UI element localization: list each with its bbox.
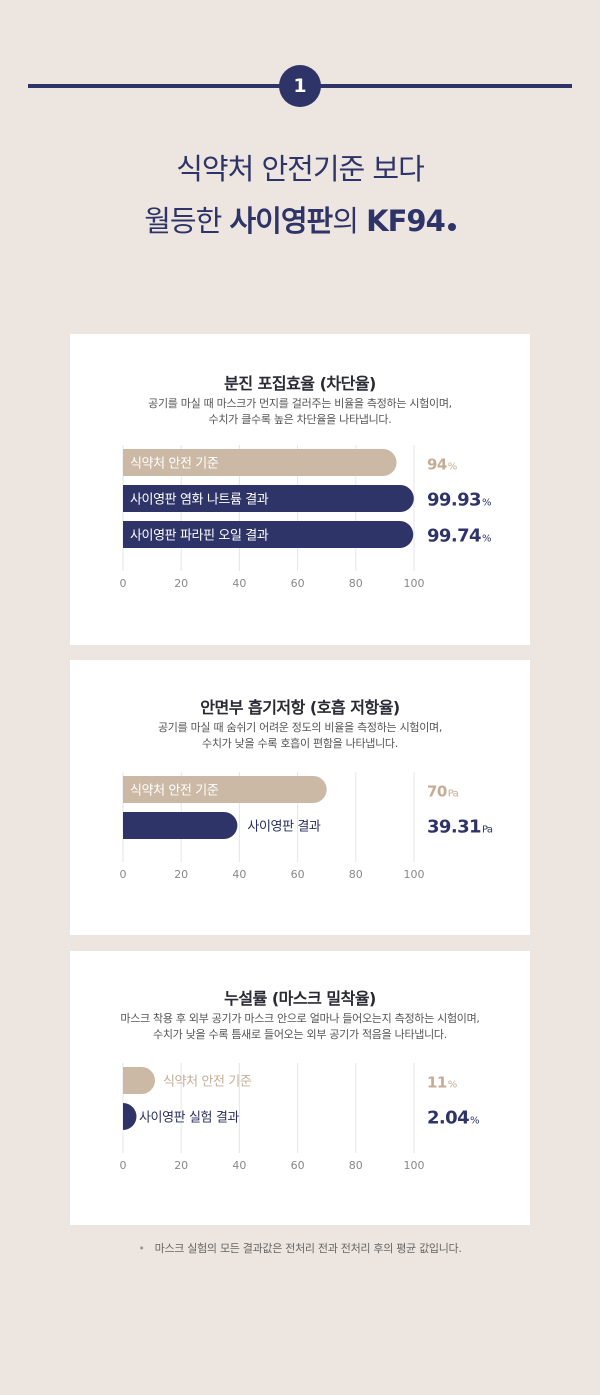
bar-label: 사이영판 실험 결과 xyxy=(139,1111,239,1126)
footnote-bullet: • xyxy=(138,1242,145,1255)
value-number: 2.04 xyxy=(427,1108,469,1129)
value-label: 11% xyxy=(427,1074,457,1092)
headline-brand: 사이영판 xyxy=(229,204,333,238)
value-unit: % xyxy=(470,1116,479,1127)
value-label: 70Pa xyxy=(427,783,459,801)
bar xyxy=(123,485,414,512)
tick-label: 40 xyxy=(232,1159,246,1172)
bar-label: 식약처 안전 기준 xyxy=(130,784,219,799)
card-desc-line-2: 수치가 클수록 높은 차단율을 나타냅니다. xyxy=(208,413,392,426)
headline-dot xyxy=(447,223,456,231)
card-title: 분진 포집효율 (차단율) xyxy=(224,374,376,393)
bar-label: 식약처 안전 기준 xyxy=(130,457,219,472)
value-unit: % xyxy=(482,498,491,509)
value-unit: Pa xyxy=(448,789,459,800)
value-number: 11 xyxy=(427,1074,447,1092)
headline-line-1: 식약처 안전기준 보다 xyxy=(176,152,425,186)
bar-label: 사이영판 염화 나트륨 결과 xyxy=(130,493,269,508)
card-title: 누설률 (마스크 밀착율) xyxy=(224,989,376,1008)
tick-label: 60 xyxy=(291,577,305,590)
tick-label: 0 xyxy=(120,868,127,881)
card-desc-line-2: 수치가 낮을 수록 호흡이 편함을 나타냅니다. xyxy=(202,737,398,750)
tick-label: 40 xyxy=(232,868,246,881)
bar-chart-filtration: 0 20 40 60 80 100 식약처 안전 기준 94% 사이영판 염화 나트륨 결과 99… xyxy=(120,445,492,590)
tick-label: 20 xyxy=(174,1159,188,1172)
bar xyxy=(123,1103,137,1130)
value-label: 99.93% xyxy=(427,490,491,511)
tick-label: 80 xyxy=(349,1159,363,1172)
value-label: 99.74% xyxy=(427,526,491,547)
bar xyxy=(123,776,327,803)
bar xyxy=(123,521,414,548)
chart-card-leakage: 누설률 (마스크 밀착율) 마스크 착용 후 외부 공기가 마스크 안으로 얼마… xyxy=(70,951,530,1225)
chart-card-breathing-resistance: 안면부 흡기저항 (호흡 저항율) 공기를 마실 때 숨쉬기 어려운 정도의 비… xyxy=(70,660,530,935)
card-title: 안면부 흡기저항 (호흡 저항율) xyxy=(200,698,400,717)
tick-label: 0 xyxy=(120,577,127,590)
tick-label: 20 xyxy=(174,868,188,881)
card-desc-line-1: 마스크 착용 후 외부 공기가 마스크 안으로 얼마나 들어오는지 측정하는 시… xyxy=(120,1012,480,1025)
tick-label: 100 xyxy=(404,1159,425,1172)
tick-label: 0 xyxy=(120,1159,127,1172)
bar-chart-leakage: 0 20 40 60 80 100 식약처 안전 기준 11% 사이영판 실험 결과 2.04% xyxy=(120,1063,480,1172)
footnote: • 마스크 실험의 모든 결과값은 전처리 전과 전처리 후의 평균 값입니다. xyxy=(0,1240,600,1256)
bar xyxy=(123,449,397,476)
tick-label: 20 xyxy=(174,577,188,590)
value-number: 94 xyxy=(427,456,447,474)
value-unit: % xyxy=(448,1080,457,1091)
value-number: 39.31 xyxy=(427,817,481,838)
chart-card-filtration: 분진 포집효율 (차단율) 공기를 마실 때 마스크가 먼지를 걸러주는 비율을… xyxy=(70,334,530,645)
card-desc-line-1: 공기를 마실 때 마스크가 먼지를 걸러주는 비율을 측정하는 시험이며, xyxy=(148,397,452,410)
headline-line-2: 월등한 사이영판의 KF94 xyxy=(0,198,600,240)
bar-label: 사이영판 결과 xyxy=(247,820,321,835)
card-desc-line-1: 공기를 마실 때 숨쉬기 어려운 정도의 비율을 측정하는 시험이며, xyxy=(157,721,443,734)
tick-label: 80 xyxy=(349,868,363,881)
tick-label: 40 xyxy=(232,577,246,590)
card-desc-line-2: 수치가 낮을 수록 틈새로 들어오는 외부 공기가 적음을 나타냅니다. xyxy=(153,1028,447,1041)
value-unit: % xyxy=(482,534,491,545)
headline-product: KF94 xyxy=(366,204,446,238)
value-number: 99.93 xyxy=(427,490,481,511)
value-number: 99.74 xyxy=(427,526,481,547)
bar-label: 사이영판 파라핀 오일 결과 xyxy=(130,529,269,544)
value-unit: Pa xyxy=(482,825,493,836)
headline-prefix: 월등한 xyxy=(144,204,230,238)
tick-label: 60 xyxy=(291,1159,305,1172)
bar xyxy=(123,1067,156,1094)
footnote-text: 마스크 실험의 모든 결과값은 전처리 전과 전처리 후의 평균 값입니다. xyxy=(154,1242,462,1255)
value-label: 94% xyxy=(427,456,457,474)
bar-label: 식약처 안전 기준 xyxy=(163,1075,252,1090)
tick-label: 100 xyxy=(404,577,425,590)
tick-label: 100 xyxy=(404,868,425,881)
value-label: 39.31Pa xyxy=(427,817,493,838)
tick-label: 80 xyxy=(349,577,363,590)
tick-label: 60 xyxy=(291,868,305,881)
value-number: 70 xyxy=(427,783,447,801)
headline-particle: 의 xyxy=(332,204,367,238)
section-number-badge: 1 xyxy=(279,65,321,107)
value-label: 2.04% xyxy=(427,1108,479,1129)
value-unit: % xyxy=(448,462,457,473)
bar xyxy=(123,812,238,839)
